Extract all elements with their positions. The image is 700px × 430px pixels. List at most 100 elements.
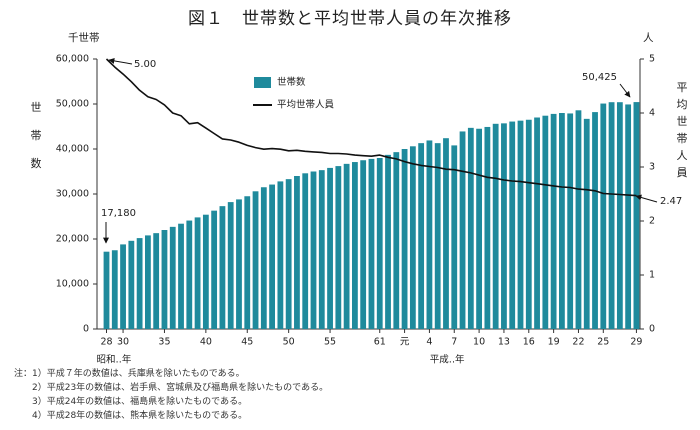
- right-tick-label: 2: [649, 216, 655, 227]
- bar-households: [501, 123, 507, 329]
- footnote-4: 4）平成28年の数値は、熊本県を除いたものである。: [14, 411, 248, 421]
- right-axis-unit: 人: [643, 32, 654, 44]
- x-tick-label: 13: [498, 337, 510, 348]
- bar-households: [236, 199, 242, 329]
- left-tick-label: 60,000: [56, 54, 89, 65]
- legend-swatch-households: [254, 77, 271, 88]
- bar-households: [277, 181, 284, 329]
- left-axis-title-char: 数: [31, 157, 42, 170]
- bar-households: [302, 173, 309, 329]
- x-tick-label: 50: [283, 337, 295, 348]
- bar-households: [269, 184, 275, 329]
- bar-households: [459, 131, 466, 329]
- right-tick-label: 5: [649, 54, 655, 65]
- bar-households: [608, 102, 615, 329]
- left-tick-label: 50,000: [56, 99, 89, 110]
- bar-households: [426, 140, 433, 329]
- annotation-first-households: 17,180: [101, 208, 136, 219]
- bar-households: [252, 191, 259, 329]
- bar-households: [343, 163, 350, 329]
- bar-households: [525, 119, 532, 329]
- x-tick-label: 28: [100, 337, 112, 348]
- bar-households: [418, 143, 425, 329]
- x-tick-label: 22: [572, 337, 584, 348]
- bar-households: [294, 176, 300, 329]
- bar-households: [443, 138, 449, 329]
- bar-households: [567, 113, 574, 329]
- right-axis-title-char: 均: [677, 98, 688, 111]
- bar-households: [625, 104, 632, 329]
- annotation-arrow-last-households: [619, 83, 631, 98]
- bar-households: [401, 149, 408, 329]
- bar-households: [467, 127, 474, 329]
- left-tick-label: 30,000: [56, 189, 89, 200]
- bar-households: [376, 158, 383, 329]
- right-tick-label: 1: [649, 270, 655, 281]
- left-tick-label: 0: [83, 324, 89, 335]
- bar-households: [310, 171, 317, 329]
- bar-households: [103, 251, 110, 329]
- legend-label-households: 世帯数: [277, 76, 306, 88]
- x-tick-label: 16: [523, 337, 535, 348]
- bar-households: [153, 233, 160, 329]
- x-tick-label: 29: [630, 337, 642, 348]
- era-label: 平成‥年: [430, 354, 465, 366]
- figure-title: 図１ 世帯数と平均世帯人員の年次推移: [188, 9, 512, 29]
- annotation-last-avg-size: 2.47: [660, 196, 682, 207]
- bar-households: [169, 226, 176, 329]
- legend-label-avg-size: 平均世帯人員: [277, 99, 335, 111]
- bar-households: [178, 223, 184, 329]
- left-tick-label: 10,000: [56, 279, 89, 290]
- x-tick-label: 45: [241, 337, 253, 348]
- bar-households: [451, 145, 458, 329]
- bar-households: [285, 179, 292, 329]
- bar-households: [352, 162, 358, 329]
- bar-households: [600, 103, 607, 329]
- bar-households: [227, 202, 234, 329]
- bar-households: [409, 146, 416, 329]
- bar-households: [550, 113, 557, 330]
- bar-households: [327, 167, 333, 329]
- left-axis-title-char: 帯: [31, 129, 42, 142]
- annotation-arrow-last-avg-size: [635, 194, 658, 203]
- era-label: 昭和‥年: [97, 354, 132, 366]
- bar-households: [534, 117, 540, 329]
- left-tick-label: 20,000: [56, 234, 89, 245]
- annotation-first-avg-size: 5.00: [134, 59, 156, 70]
- footnote-1: 注：1）平成７年の数値は、兵庫県を除いたものである。: [14, 369, 245, 379]
- bar-households: [559, 113, 565, 329]
- bar-households: [616, 102, 623, 329]
- bar-households: [186, 220, 193, 329]
- bar-households: [633, 102, 640, 330]
- right-axis-title-char: 員: [677, 166, 688, 179]
- right-axis-title-char: 人: [677, 149, 688, 162]
- left-tick-label: 40,000: [56, 144, 89, 155]
- x-tick-label: 40: [200, 337, 212, 348]
- bar-households: [360, 160, 367, 329]
- bar-households: [492, 123, 499, 329]
- x-tick-label: 55: [324, 337, 336, 348]
- right-axis-title-char: 帯: [677, 132, 688, 145]
- footnote-3: 3）平成24年の数値は、福島県を除いたものである。: [14, 397, 248, 407]
- bar-households: [476, 128, 482, 329]
- bar-households: [244, 196, 251, 329]
- bar-households: [202, 214, 209, 329]
- bar-households: [161, 230, 168, 329]
- footnote-2: 2）平成23年の数値は、岩手県、宮城県及び福島県を除いたものである。: [14, 383, 329, 393]
- x-tick-label: 35: [158, 337, 170, 348]
- bar-households: [145, 235, 151, 329]
- bar-households: [575, 110, 582, 329]
- bar-households: [592, 112, 598, 329]
- x-tick-label: 19: [548, 337, 560, 348]
- annotation-arrow-first-avg-size: [108, 57, 133, 65]
- bar-households: [517, 120, 524, 330]
- bar-households: [136, 238, 143, 329]
- bar-households: [260, 187, 267, 329]
- x-tick-label: 61: [374, 337, 386, 348]
- right-axis-title-char: 平: [677, 81, 688, 94]
- x-tick-label: 10: [473, 337, 485, 348]
- x-tick-label: 7: [451, 337, 457, 348]
- annotation-last-households: 50,425: [582, 72, 617, 83]
- bar-households: [335, 166, 342, 329]
